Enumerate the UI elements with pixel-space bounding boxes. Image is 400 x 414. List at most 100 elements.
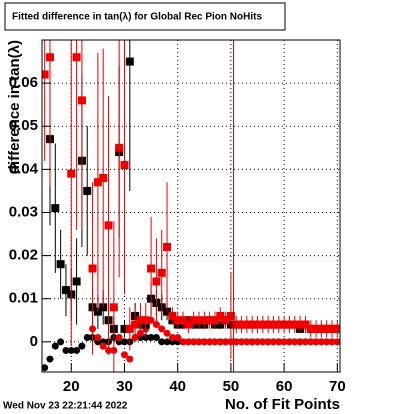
- circle-point: [115, 334, 123, 342]
- circle-point: [152, 334, 160, 342]
- square-point: [237, 320, 246, 329]
- square-point: [157, 268, 166, 277]
- title-box: [4, 2, 286, 31]
- square-point: [221, 316, 230, 325]
- circle-point: [222, 338, 230, 346]
- circle-point: [62, 346, 70, 354]
- y-tick-label: 0.06: [9, 74, 38, 91]
- square-point: [301, 320, 310, 329]
- x-tick-label: 20: [63, 378, 80, 395]
- square-point: [333, 324, 340, 333]
- square-point: [51, 204, 60, 213]
- square-point: [280, 320, 289, 329]
- square-point: [184, 320, 193, 329]
- circle-point: [46, 355, 54, 363]
- square-point: [125, 324, 134, 333]
- square-point: [322, 324, 331, 333]
- square-point: [163, 242, 172, 251]
- square-point: [131, 320, 140, 329]
- square-point: [77, 96, 86, 105]
- y-tick-label: 0: [30, 333, 38, 350]
- y-axis-label: difference in tan(λ): [6, 40, 23, 174]
- square-point: [210, 316, 219, 325]
- square-point: [306, 324, 315, 333]
- square-point: [152, 277, 161, 286]
- circle-point: [120, 338, 128, 346]
- circle-point: [211, 338, 219, 346]
- circle-point: [158, 338, 166, 346]
- circle-point: [190, 338, 198, 346]
- circle-point: [73, 346, 81, 354]
- circle-point: [248, 338, 256, 346]
- circle-point: [67, 346, 75, 354]
- circle-point: [200, 338, 208, 346]
- circle-point: [264, 338, 272, 346]
- square-point: [248, 320, 257, 329]
- plot-area: [42, 40, 340, 372]
- square-point: [269, 320, 278, 329]
- circle-point: [163, 338, 171, 346]
- square-point: [274, 320, 283, 329]
- circle-point: [57, 338, 65, 346]
- x-tick-label: 50: [223, 378, 240, 395]
- square-point: [115, 143, 124, 152]
- square-point: [200, 316, 209, 325]
- circle-point: [216, 338, 224, 346]
- circle-point: [275, 338, 283, 346]
- square-point: [56, 260, 65, 269]
- circle-point: [317, 338, 325, 346]
- square-point: [264, 320, 273, 329]
- x-tick-label: 60: [276, 378, 293, 395]
- square-point: [194, 316, 203, 325]
- x-tick-label: 70: [329, 378, 346, 395]
- square-point: [45, 53, 54, 62]
- square-point: [136, 316, 145, 325]
- square-point: [120, 324, 129, 333]
- circle-point: [238, 338, 246, 346]
- circle-point: [147, 334, 155, 342]
- square-point: [317, 324, 326, 333]
- square-point: [242, 320, 251, 329]
- square-point: [72, 53, 81, 62]
- square-point: [93, 178, 102, 187]
- square-point: [42, 70, 49, 79]
- square-point: [141, 316, 150, 325]
- square-point: [173, 316, 182, 325]
- frame: [41, 39, 341, 373]
- circle-point: [312, 338, 320, 346]
- square-point: [296, 320, 305, 329]
- square-point: [88, 264, 97, 273]
- circle-point: [163, 329, 171, 337]
- square-point: [205, 316, 214, 325]
- x-tick-label: 40: [169, 378, 186, 395]
- square-point: [104, 221, 113, 230]
- square-point: [328, 324, 337, 333]
- square-point: [232, 320, 241, 329]
- circle-point: [259, 338, 267, 346]
- square-point: [168, 311, 177, 320]
- square-point: [179, 316, 188, 325]
- square-point: [290, 320, 299, 329]
- square-point: [109, 303, 118, 312]
- circle-point: [333, 338, 340, 346]
- circle-point: [51, 342, 59, 350]
- y-tick-label: 0.02: [9, 247, 38, 264]
- circle-point: [78, 342, 86, 350]
- y-tick-label: 0.01: [9, 290, 38, 307]
- circle-point: [120, 351, 128, 359]
- x-tick-label: 30: [116, 378, 133, 395]
- y-tick-label: 0.04: [9, 160, 39, 177]
- square-point: [258, 320, 267, 329]
- square-point: [189, 316, 198, 325]
- square-point: [61, 286, 70, 295]
- circle-point: [158, 325, 166, 333]
- circle-point: [206, 338, 214, 346]
- circle-point: [184, 338, 192, 346]
- circle-point: [301, 338, 309, 346]
- square-point: [312, 324, 321, 333]
- square-point: [67, 169, 76, 178]
- circle-point: [99, 342, 107, 350]
- square-point: [253, 320, 262, 329]
- square-point: [226, 311, 235, 320]
